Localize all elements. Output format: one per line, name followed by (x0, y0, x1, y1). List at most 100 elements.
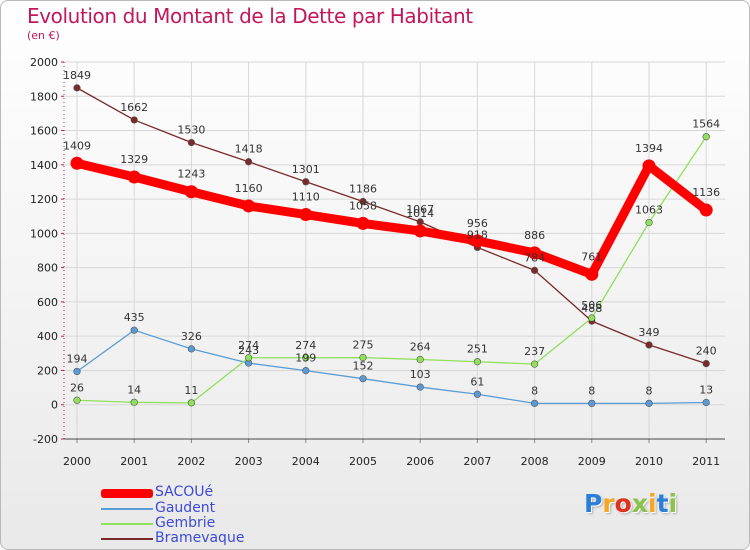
data-point-gembrie (73, 396, 81, 404)
data-label-gembrie: 264 (410, 340, 431, 353)
data-point-gembrie (473, 358, 482, 366)
data-point-gaudent (359, 375, 367, 383)
data-label-sacou: 1243 (177, 168, 205, 181)
y-tick-label: 2000 (30, 56, 58, 69)
y-tick-label: 0 (51, 399, 58, 412)
data-label-gembrie: 251 (467, 343, 488, 356)
data-point-gembrie (530, 360, 539, 368)
proxiti-logo: Proxiti (584, 489, 678, 518)
data-label-gembrie: 274 (238, 339, 259, 352)
x-tick-label: 2011 (692, 455, 720, 468)
data-point-gaudent (302, 367, 310, 375)
data-point-bramevaque (187, 138, 195, 147)
data-point-sacou (127, 170, 141, 184)
data-label-gembrie: 14 (127, 383, 141, 396)
data-label-gaudent: 199 (295, 352, 316, 365)
x-tick-label: 2009 (578, 455, 606, 468)
data-point-gembrie (130, 398, 138, 406)
legend-label-bramevaque: Bramevaque (155, 530, 245, 546)
data-label-gaudent: 326 (181, 330, 202, 343)
legend-swatch-sacoue (101, 488, 153, 498)
data-point-gaudent (645, 399, 653, 407)
y-tick-label: 1200 (30, 193, 58, 206)
data-point-bramevaque (702, 360, 710, 368)
data-label-bramevaque: 784 (524, 251, 545, 264)
data-label-bramevaque: 349 (639, 326, 660, 339)
y-tick-label: 400 (37, 330, 58, 343)
data-point-sacou (699, 203, 713, 217)
data-point-sacou (356, 216, 370, 230)
y-axis-unit: (en €) (27, 29, 60, 42)
data-point-sacou (413, 224, 427, 238)
legend-swatch-gaudent (101, 508, 153, 510)
grid (64, 61, 725, 440)
data-label-bramevaque: 240 (696, 345, 717, 358)
data-label-bramevaque: 1301 (292, 163, 320, 176)
x-tick-label: 2008 (521, 455, 549, 468)
data-label-sacou: 1110 (292, 191, 320, 204)
data-point-sacou (242, 199, 256, 213)
legend-item-gaudent: Gaudent (101, 500, 321, 517)
data-label-gaudent: 435 (124, 311, 145, 324)
y-tick-label: -200 (33, 433, 58, 446)
data-point-gembrie (702, 133, 710, 141)
data-point-sacou (299, 208, 313, 222)
data-point-bramevaque (130, 116, 138, 124)
data-point-gembrie (187, 399, 195, 407)
data-label-sacou: 956 (467, 217, 488, 230)
x-tick-label: 2010 (635, 455, 663, 468)
data-label-bramevaque: 1186 (349, 182, 377, 195)
data-label-gembrie: 275 (353, 339, 374, 352)
y-axis-ticks: -200 0 200 400 600 800 1000 1200 1400 1600 1800 200… (30, 56, 58, 446)
data-label-sacou: 1409 (63, 139, 91, 152)
series-line-bramevaque (76, 87, 707, 365)
series-lines (70, 84, 713, 407)
y-tick-label: 1400 (30, 159, 58, 172)
data-label-gembrie: 274 (295, 339, 316, 352)
x-tick-label: 2005 (349, 455, 377, 468)
data-label-bramevaque: 1849 (63, 69, 91, 82)
data-label-gaudent: 194 (67, 352, 88, 365)
data-point-gembrie (416, 355, 424, 364)
data-label-gaudent: 13 (699, 383, 713, 396)
data-point-bramevaque (302, 178, 310, 186)
data-label-sacou: 761 (581, 250, 602, 263)
data-point-bramevaque (530, 266, 539, 274)
data-label-bramevaque: 488 (581, 302, 602, 315)
legend-label-gembrie: Gembrie (155, 515, 216, 531)
data-label-sacou: 1329 (120, 153, 148, 166)
data-label-sacou: 886 (524, 229, 545, 242)
data-point-gaudent (473, 390, 482, 398)
y-tick-label: 200 (37, 364, 58, 377)
data-label-sacou: 1014 (406, 207, 434, 220)
data-point-sacou (70, 156, 84, 170)
data-label-sacou: 1160 (235, 182, 263, 195)
data-label-gaudent: 152 (353, 360, 374, 373)
data-label-gembrie: 237 (524, 345, 545, 358)
y-tick-label: 1600 (30, 125, 58, 138)
legend-item-bramevaque: Bramevaque (101, 530, 321, 547)
legend-swatch-bramevaque (101, 538, 153, 540)
data-point-sacou (642, 159, 656, 173)
data-label-gembrie: 506 (581, 299, 602, 312)
data-label-bramevaque: 1067 (406, 203, 434, 216)
legend-item-gembrie: Gembrie (101, 515, 321, 532)
legend-label-gaudent: Gaudent (155, 500, 216, 516)
data-point-gaudent (702, 398, 710, 407)
data-label-gembrie: 1564 (692, 118, 720, 131)
legend-swatch-gembrie (101, 523, 153, 525)
axes (61, 61, 725, 443)
x-axis-ticks: 2000 2001 2002 2003 2004 2005 2006 2007 2008 2009… (63, 455, 720, 468)
x-tick-label: 2004 (292, 455, 320, 468)
data-point-gembrie (359, 354, 367, 362)
data-label-bramevaque: 918 (467, 228, 488, 241)
data-point-gaudent (416, 383, 424, 391)
data-point-bramevaque (359, 197, 367, 206)
data-point-gembrie (588, 314, 596, 322)
data-point-bramevaque (245, 158, 253, 166)
chart-title: Evolution du Montant de la Dette par Hab… (27, 4, 473, 28)
x-tick-label: 2001 (120, 455, 148, 468)
y-tick-label: 1800 (30, 90, 58, 103)
